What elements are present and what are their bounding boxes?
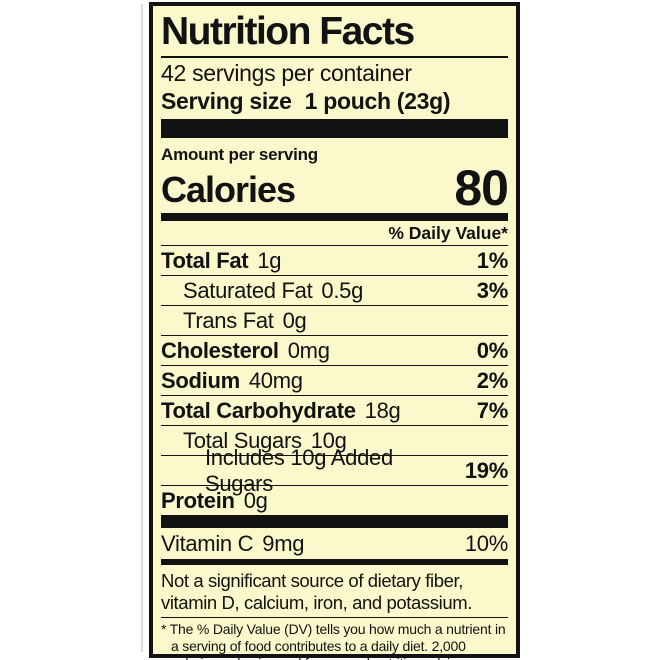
- not-significant-note: Not a significant source of dietary fibe…: [161, 570, 472, 613]
- nutrient-name: Total Sugars: [183, 427, 302, 453]
- calories-label: Calories: [161, 169, 296, 210]
- serving-size-label: Serving size: [161, 88, 292, 114]
- nutrient-amount: 18g: [364, 397, 401, 423]
- title-divider: [161, 56, 508, 58]
- amount-per-serving-label: Amount per serving: [161, 145, 318, 164]
- divider-bar-thick-top: [161, 119, 508, 138]
- nutrient-row-cholesterol: Cholesterol 0mg 0%: [161, 335, 508, 365]
- nutrient-amount: 40mg: [248, 367, 303, 393]
- nutrient-row-total-sugars: Total Sugars 10g: [161, 425, 508, 455]
- nutrient-name: Trans Fat: [183, 307, 274, 333]
- nutrient-amount: 0g: [243, 487, 268, 513]
- divider-bar-thick-bottom: [161, 515, 508, 528]
- nutrient-name: Sodium: [161, 367, 240, 393]
- nutrient-row-added-sugars: Includes 10g Added Sugars 19%: [161, 445, 508, 496]
- nutrient-row-sodium: Sodium 40mg 2%: [161, 365, 508, 395]
- nutrient-amount: 1g: [257, 247, 282, 273]
- servings-per-container: 42 servings per container: [161, 60, 412, 86]
- nutrient-amount: 0.5g: [321, 277, 364, 303]
- divider-bar-thin: [161, 559, 508, 565]
- serving-size-value: 1 pouch (23g): [304, 88, 451, 114]
- nutrient-row-saturated-fat: Saturated Fat 0.5g 3%: [161, 275, 508, 305]
- nutrient-dv: 2%: [476, 367, 509, 393]
- nutrient-row-vitamin-c: Vitamin C 9mg 10%: [161, 528, 508, 559]
- calories-line: Calories 80: [161, 160, 509, 216]
- nutrient-amount: 9mg: [262, 530, 305, 556]
- nutrient-row-total-carbohydrate: Total Carbohydrate 18g 7%: [161, 395, 508, 425]
- nutrient-row-protein: Protein 0g: [161, 485, 508, 515]
- daily-value-header: % Daily Value*: [388, 223, 508, 243]
- nutrient-dv: 0%: [476, 337, 509, 363]
- nutrient-dv: 1%: [476, 247, 509, 273]
- nutrient-dv: 19%: [464, 457, 508, 483]
- nutrient-name: Includes 10g Added Sugars: [205, 444, 393, 496]
- nutrition-facts-label: Nutrition Facts 42 servings per containe…: [149, 2, 520, 660]
- nutrient-name: Cholesterol: [161, 337, 279, 363]
- nutrient-dv: 7%: [476, 397, 509, 423]
- footnote-divider: [161, 617, 508, 618]
- serving-size-line: Serving size 1 pouch (23g): [161, 87, 508, 115]
- calories-value: 80: [454, 160, 509, 216]
- nutrient-name: Saturated Fat: [183, 277, 313, 303]
- nutrient-name: Total Carbohydrate: [161, 397, 356, 423]
- nutrient-dv: 10%: [464, 530, 508, 556]
- nutrient-amount: 0g: [282, 307, 307, 333]
- nutrient-amount: 10g: [310, 427, 347, 453]
- label-edge-shadow: [141, 4, 143, 652]
- nutrient-name: Total Fat: [161, 247, 249, 273]
- nutrient-name: Protein: [161, 487, 235, 513]
- nutrient-row-total-fat: Total Fat 1g 1%: [161, 245, 508, 275]
- label-title: Nutrition Facts: [161, 10, 415, 53]
- divider-bar-medium: [161, 213, 508, 221]
- nutrient-row-trans-fat: Trans Fat 0g: [161, 305, 508, 335]
- nutrient-name: Vitamin C: [161, 530, 254, 556]
- nutrient-amount: 0mg: [287, 337, 330, 363]
- nutrient-dv: 3%: [476, 277, 509, 303]
- daily-value-footnote: * The % Daily Value (DV) tells you how m…: [161, 621, 506, 660]
